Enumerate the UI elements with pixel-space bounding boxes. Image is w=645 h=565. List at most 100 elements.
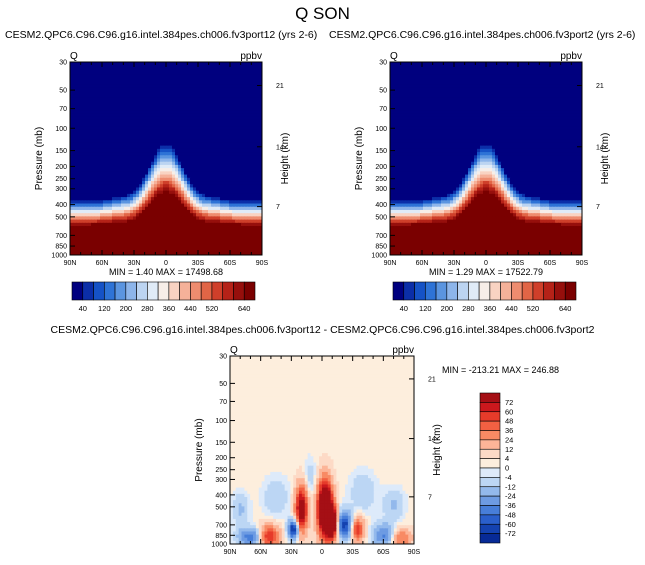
field-cell — [205, 251, 209, 255]
field-cell — [211, 219, 215, 224]
field-cell — [232, 139, 236, 144]
field-cell — [136, 168, 140, 172]
field-cell — [441, 110, 445, 115]
field-cell — [519, 78, 523, 82]
field-cell — [489, 110, 493, 115]
field-cell — [154, 213, 158, 217]
field-cell — [187, 107, 191, 111]
field-cell — [145, 97, 149, 102]
field-cell — [202, 155, 206, 160]
field-cell — [525, 74, 529, 79]
field-cell — [151, 81, 155, 86]
field-cell — [184, 164, 188, 169]
field-cell — [88, 126, 92, 131]
field-cell — [187, 219, 191, 224]
field-cell — [79, 216, 83, 221]
field-cell — [181, 110, 185, 115]
field-cell — [211, 222, 215, 227]
field-cell — [414, 74, 418, 79]
field-cell — [109, 145, 113, 150]
field-cell — [558, 100, 562, 105]
colorbar-label: 440 — [184, 304, 197, 313]
field-cell — [205, 174, 209, 179]
field-cell — [79, 126, 83, 131]
field-cell — [534, 84, 538, 89]
field-cell — [112, 232, 116, 237]
field-cell — [202, 65, 206, 70]
field-cell — [534, 65, 538, 70]
field-cell — [157, 190, 161, 195]
field-cell — [408, 103, 412, 108]
field-cell — [250, 129, 254, 134]
field-cell — [567, 97, 571, 102]
field-cell — [214, 155, 218, 160]
field-cell — [561, 78, 565, 82]
field-cell — [151, 168, 155, 172]
field-cell — [208, 171, 212, 176]
field-cell — [202, 90, 206, 95]
field-cell — [88, 200, 92, 205]
field-cell — [133, 90, 137, 95]
field-cell — [504, 62, 508, 66]
field-cell — [259, 184, 262, 189]
field-cell — [145, 132, 149, 137]
field-cell — [441, 84, 445, 89]
field-cell — [447, 68, 451, 73]
field-cell — [211, 100, 215, 105]
field-cell — [405, 74, 409, 79]
field-cell — [172, 164, 176, 169]
field-cell — [121, 206, 125, 211]
field-cell — [420, 81, 424, 86]
field-cell — [142, 219, 146, 224]
field-cell — [516, 68, 520, 73]
field-cell — [259, 248, 262, 253]
field-cell — [531, 68, 535, 73]
field-cell — [157, 197, 161, 201]
field-cell — [226, 213, 230, 217]
field-cell — [127, 65, 131, 70]
field-cell — [232, 193, 236, 198]
field-cell — [115, 103, 119, 108]
field-cell — [85, 68, 89, 73]
field-cell — [124, 206, 128, 211]
field-cell — [124, 113, 128, 118]
field-cell — [145, 158, 149, 163]
field-cell — [570, 94, 574, 98]
field-cell — [253, 226, 257, 230]
field-cell — [151, 103, 155, 108]
field-cell — [145, 181, 149, 185]
field-cell — [163, 251, 167, 255]
field-cell — [145, 126, 149, 131]
field-cell — [417, 81, 421, 86]
field-cell — [190, 81, 194, 86]
field-cell — [244, 184, 248, 189]
field-cell — [157, 81, 161, 86]
field-cell — [546, 74, 550, 79]
field-cell — [79, 152, 83, 156]
field-cell — [259, 155, 262, 160]
field-cell — [543, 68, 547, 73]
field-cell — [408, 110, 412, 115]
colorbar-label: 120 — [98, 304, 111, 313]
field-cell — [489, 68, 493, 73]
field-cell — [205, 168, 209, 172]
field-cell — [184, 113, 188, 118]
field-cell — [175, 142, 179, 147]
field-cell — [259, 174, 262, 179]
field-cell — [121, 100, 125, 105]
field-cell — [205, 235, 209, 240]
field-cell — [396, 84, 400, 89]
field-cell — [106, 216, 110, 221]
field-cell — [253, 87, 257, 92]
field-cell — [79, 229, 83, 234]
field-cell — [127, 68, 131, 73]
field-cell — [241, 152, 245, 156]
field-cell — [121, 87, 125, 92]
field-cell — [226, 145, 230, 150]
field-cell — [205, 171, 209, 176]
field-cell — [163, 171, 167, 176]
field-cell — [109, 216, 113, 221]
field-cell — [133, 193, 137, 198]
field-cell — [223, 71, 227, 76]
field-cell — [166, 235, 170, 240]
